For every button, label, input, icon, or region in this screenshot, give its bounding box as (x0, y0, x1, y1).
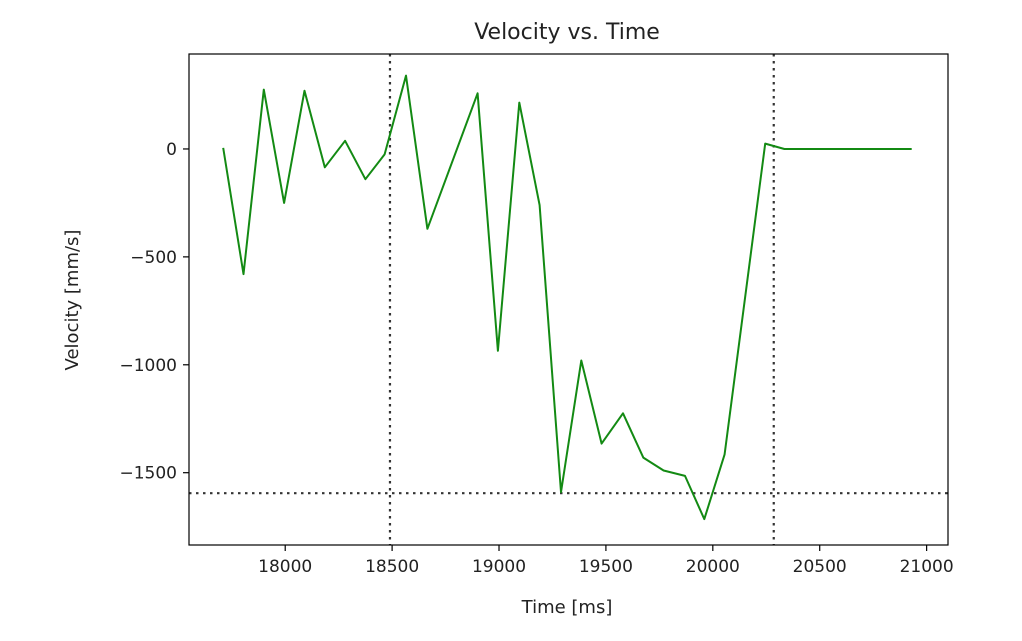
velocity-series-line (222, 74, 912, 521)
y-tick-label: −1500 (119, 464, 177, 484)
y-tick-label: −500 (130, 248, 177, 268)
x-tick-label: 21000 (900, 557, 954, 577)
y-tick-label: 0 (166, 140, 177, 160)
x-tick-label: 19500 (579, 557, 633, 577)
plot-area: 18000 18500 19000 19500 20000 20500 21000 0 −500… (119, 53, 954, 577)
y-tick-label: −1000 (119, 356, 177, 376)
y-axis-title: Velocity [mm/s] (62, 230, 83, 371)
x-axis-title: Time [ms] (521, 597, 613, 618)
x-tick-label: 19000 (472, 557, 526, 577)
x-tick-label: 18500 (365, 557, 419, 577)
x-tick-label: 20000 (686, 557, 740, 577)
x-tick-label: 18000 (258, 557, 312, 577)
x-tick-label: 20500 (793, 557, 847, 577)
chart-title: Velocity vs. Time (474, 20, 660, 45)
plot-frame (188, 53, 949, 546)
